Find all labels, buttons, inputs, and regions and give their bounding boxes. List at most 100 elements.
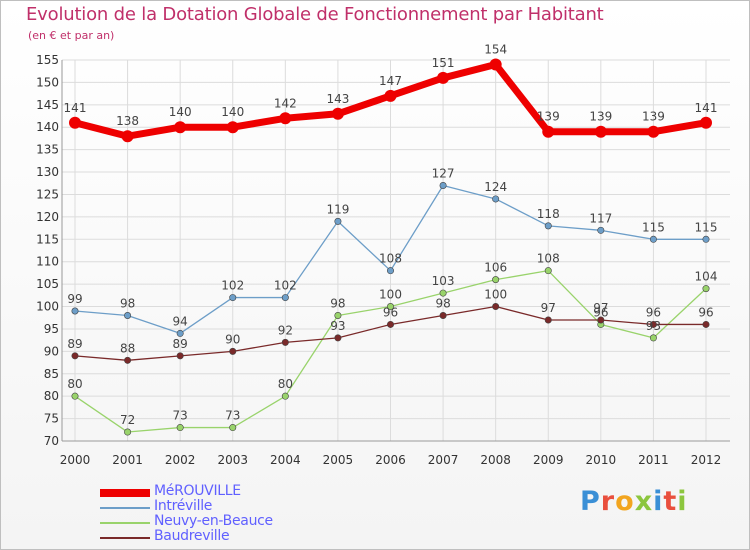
y-tick-label: 90 <box>44 344 59 358</box>
data-label: 73 <box>225 409 240 423</box>
data-point <box>281 392 289 400</box>
logo-letter: r <box>600 486 616 517</box>
x-tick-label: 2012 <box>691 453 722 467</box>
data-point <box>702 285 710 293</box>
data-label: 147 <box>379 74 402 88</box>
data-label: 100 <box>379 288 402 302</box>
axis-layer: 70 75 80 85 90 95 100 105 110 115 120 125 130 135 140 1… <box>36 53 730 467</box>
grid-layer <box>62 59 730 442</box>
data-label: 139 <box>589 110 612 124</box>
data-label: 96 <box>383 305 398 319</box>
data-point <box>279 112 292 125</box>
data-point <box>121 130 134 143</box>
label-layer: 99 98 94 102 102 119 108 127 124 118 117 115 115 80 72… <box>64 42 718 427</box>
y-tick-label: 120 <box>36 210 59 224</box>
series-layer <box>69 58 712 436</box>
data-label: 97 <box>541 301 556 315</box>
x-tick-label: 2003 <box>217 453 248 467</box>
legend-label: Baudreville <box>154 528 230 544</box>
y-tick-label: 115 <box>36 232 59 246</box>
data-label: 90 <box>225 332 240 346</box>
data-label: 102 <box>221 279 244 293</box>
data-label: 96 <box>646 305 661 319</box>
data-label: 154 <box>484 42 507 56</box>
data-label: 89 <box>173 337 188 351</box>
data-point <box>489 58 502 71</box>
data-label: 104 <box>695 270 718 284</box>
data-point <box>647 125 660 138</box>
data-label: 115 <box>695 220 718 234</box>
data-point <box>124 311 132 319</box>
data-point <box>71 352 79 360</box>
data-point <box>226 121 239 134</box>
data-label: 141 <box>64 101 87 115</box>
data-label: 106 <box>484 261 507 275</box>
data-label: 142 <box>274 96 297 110</box>
data-label: 92 <box>278 323 293 337</box>
data-point <box>334 217 342 225</box>
x-tick-label: 2001 <box>112 453 143 467</box>
data-label: 115 <box>642 220 665 234</box>
y-tick-label: 140 <box>36 120 59 134</box>
data-label: 143 <box>326 92 349 106</box>
legend-swatch <box>100 507 150 509</box>
data-point <box>544 316 552 324</box>
legend-swatch <box>100 522 150 524</box>
data-label: 94 <box>173 314 188 328</box>
y-tick-label: 130 <box>36 165 59 179</box>
data-label: 80 <box>67 377 82 391</box>
data-point <box>229 347 237 355</box>
data-point <box>597 316 605 324</box>
data-label: 80 <box>278 377 293 391</box>
data-point <box>437 71 450 84</box>
x-tick-label: 2007 <box>428 453 459 467</box>
y-tick-label: 125 <box>36 187 59 201</box>
proxiti-logo: Proxiti <box>580 486 688 517</box>
data-label: 118 <box>537 207 560 221</box>
data-point <box>439 311 447 319</box>
data-point <box>542 125 555 138</box>
data-label: 124 <box>484 180 507 194</box>
data-label: 98 <box>435 296 450 310</box>
data-point <box>439 182 447 190</box>
data-label: 88 <box>120 341 135 355</box>
data-label: 108 <box>537 252 560 266</box>
data-point <box>702 320 710 328</box>
data-label: 139 <box>537 110 560 124</box>
data-point <box>384 89 397 102</box>
y-tick-label: 155 <box>36 53 59 67</box>
data-point <box>229 424 237 432</box>
x-tick-label: 2002 <box>165 453 196 467</box>
data-label: 96 <box>593 305 608 319</box>
data-point <box>702 235 710 243</box>
data-point <box>492 276 500 284</box>
data-point <box>331 107 344 120</box>
data-point <box>544 267 552 275</box>
y-tick-label: 80 <box>44 389 59 403</box>
data-label: 138 <box>116 114 139 128</box>
data-label: 103 <box>432 274 455 288</box>
data-point <box>700 116 712 129</box>
x-tick-label: 2004 <box>270 453 301 467</box>
legend-label: Neuvy-en-Beauce <box>154 513 273 529</box>
data-point <box>176 352 184 360</box>
x-tick-label: 2011 <box>638 453 669 467</box>
data-point <box>386 303 394 311</box>
data-point <box>69 116 81 129</box>
data-label: 99 <box>67 292 82 306</box>
data-label: 141 <box>695 101 718 115</box>
chart-subtitle: (en € et par an) <box>28 29 115 42</box>
y-tick-label: 70 <box>44 434 59 448</box>
chart-title: Evolution de la Dotation Globale de Fonc… <box>26 4 604 25</box>
data-point <box>176 424 184 432</box>
data-point <box>649 320 657 328</box>
logo-letter: t <box>663 486 678 517</box>
data-point <box>492 303 500 311</box>
data-label: 140 <box>221 105 244 119</box>
data-point <box>649 334 657 342</box>
x-tick-label: 2006 <box>375 453 406 467</box>
data-point <box>334 334 342 342</box>
data-point <box>229 294 237 302</box>
data-point <box>71 307 79 315</box>
